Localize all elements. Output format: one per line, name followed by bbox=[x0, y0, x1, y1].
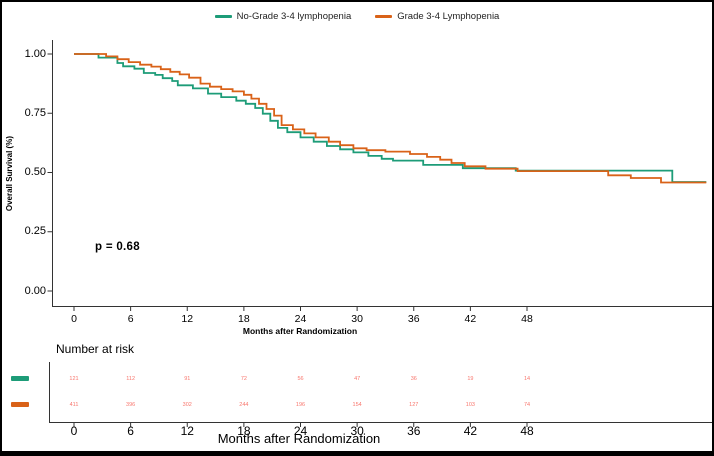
number-at-risk-title: Number at risk bbox=[56, 342, 135, 356]
risk-count: 36 bbox=[410, 376, 417, 382]
risk-count: 72 bbox=[240, 376, 247, 382]
km-curve-no-grade bbox=[74, 53, 707, 183]
x-tick-label-main: 24 bbox=[294, 313, 307, 325]
y-tick-label: 0.75 bbox=[24, 106, 46, 119]
x-tick-label-main: 36 bbox=[407, 313, 420, 325]
x-tick-label-risk: 48 bbox=[520, 424, 534, 438]
y-tick-label: 0.00 bbox=[24, 284, 46, 297]
risk-count: 112 bbox=[126, 376, 136, 382]
y-tick-label: 0.25 bbox=[24, 225, 46, 238]
risk-count: 56 bbox=[297, 376, 304, 382]
risk-count: 302 bbox=[182, 402, 192, 408]
risk-count: 196 bbox=[295, 402, 306, 408]
km-curve-grade bbox=[74, 53, 707, 184]
x-tick-label-main: 48 bbox=[521, 313, 533, 325]
x-tick-label-risk: 6 bbox=[127, 424, 134, 438]
risk-row-swatch-grade bbox=[11, 402, 29, 407]
x-axis-title-main: Months after Randomization bbox=[242, 326, 358, 336]
risk-count: 121 bbox=[69, 376, 79, 382]
risk-count: 47 bbox=[354, 376, 361, 382]
legend-label-grade: Grade 3-4 Lymphopenia bbox=[397, 11, 500, 22]
y-tick-label: 1.00 bbox=[24, 47, 46, 60]
grade-line-swatch bbox=[375, 15, 393, 18]
no-grade-line-swatch bbox=[214, 15, 232, 18]
legend: No-Grade 3-4 lymphopenia Grade 3-4 Lymph… bbox=[2, 11, 712, 22]
x-tick-label-main: 6 bbox=[127, 313, 134, 325]
x-tick-label-main: 12 bbox=[181, 313, 194, 325]
risk-count: 19 bbox=[467, 376, 474, 382]
risk-count: 411 bbox=[69, 402, 79, 408]
p-value-annotation: p = 0.68 bbox=[95, 241, 140, 253]
x-tick-label-risk: 0 bbox=[70, 424, 78, 438]
legend-entry-no-grade: No-Grade 3-4 lymphopenia bbox=[214, 11, 352, 22]
x-tick-label-risk: 30 bbox=[350, 424, 364, 438]
legend-entry-grade: Grade 3-4 Lymphopenia bbox=[375, 11, 499, 22]
x-tick-label-risk: 18 bbox=[237, 424, 251, 438]
risk-count: 91 bbox=[184, 376, 191, 382]
legend-label-no-grade: No-Grade 3-4 lymphopenia bbox=[236, 11, 352, 22]
y-tick-label: 0.50 bbox=[24, 166, 46, 178]
x-tick-label-main: 0 bbox=[71, 313, 77, 325]
x-tick-label-risk: 24 bbox=[293, 424, 308, 438]
risk-count: 244 bbox=[239, 402, 249, 408]
risk-count: 14 bbox=[523, 376, 531, 382]
risk-count: 103 bbox=[465, 402, 475, 408]
risk-count: 154 bbox=[352, 402, 362, 408]
x-tick-label-risk: 12 bbox=[180, 424, 194, 438]
risk-count: 74 bbox=[523, 402, 531, 408]
x-tick-label-main: 18 bbox=[238, 313, 250, 325]
risk-count: 396 bbox=[126, 402, 136, 408]
risk-row-swatch-no-grade bbox=[11, 376, 29, 381]
x-tick-label-risk: 42 bbox=[463, 424, 478, 438]
x-tick-label-main: 30 bbox=[351, 313, 363, 325]
x-tick-label-main: 42 bbox=[464, 313, 477, 325]
x-tick-label-risk: 36 bbox=[407, 424, 421, 438]
x-axis-title-risk: Months after Randomization bbox=[217, 431, 381, 446]
risk-count: 127 bbox=[409, 402, 419, 408]
